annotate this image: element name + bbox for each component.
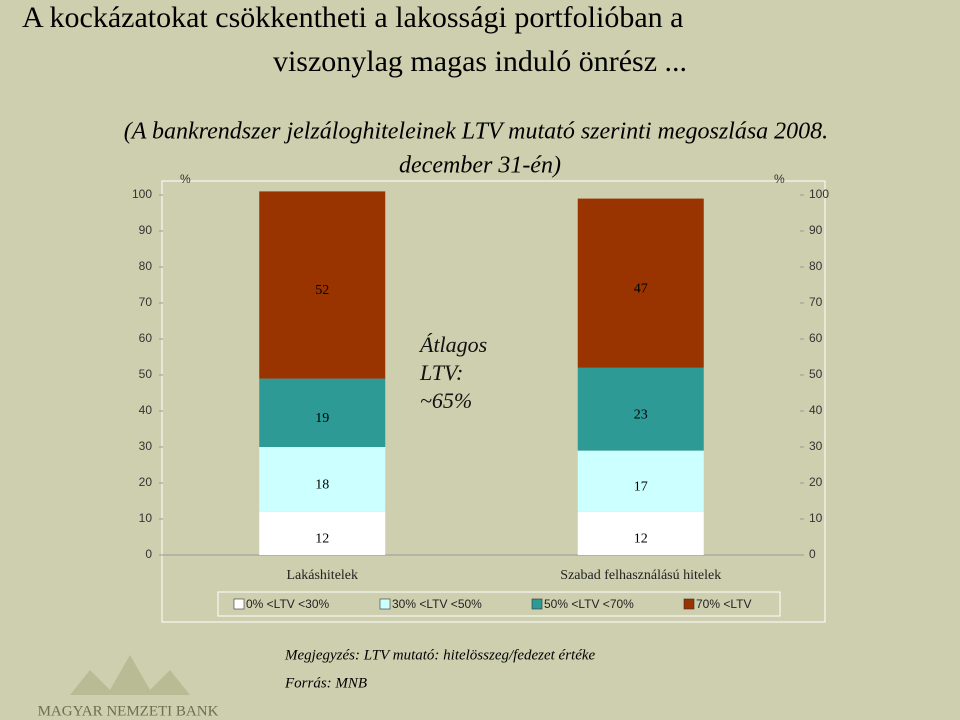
y2-tick-label: 100 xyxy=(809,187,829,201)
data-label: 47 xyxy=(634,281,648,296)
y2-tick-label: 80 xyxy=(809,259,823,273)
y2-tick-label: 70 xyxy=(809,295,823,309)
y2-tick-label: 10 xyxy=(809,511,823,525)
y-tick-label: 20 xyxy=(139,475,153,489)
bar-segment xyxy=(259,511,386,555)
legend-label: 70% <LTV xyxy=(696,597,751,611)
y-tick-label: 50 xyxy=(139,367,153,381)
y-tick-label: 10 xyxy=(139,511,153,525)
annotation: ~65% xyxy=(420,388,472,413)
legend-label: 0% <LTV <30% xyxy=(246,597,329,611)
y2-tick-label: 60 xyxy=(809,331,823,345)
bar-segment xyxy=(577,367,704,451)
legend-swatch xyxy=(683,598,695,610)
legend-swatch xyxy=(379,598,391,610)
logo-emblem xyxy=(70,655,190,695)
data-label: 19 xyxy=(315,411,329,426)
data-label: 12 xyxy=(634,532,648,547)
legend-label: 50% <LTV <70% xyxy=(544,597,634,611)
y-tick-label: 100 xyxy=(132,187,152,201)
y2-tick-label: 50 xyxy=(809,367,823,381)
y-axis-label: % xyxy=(180,172,191,186)
y-tick-label: 30 xyxy=(139,439,153,453)
title-line: A kockázatokat csökkentheti a lakossági … xyxy=(22,1,683,34)
y-tick-label: 90 xyxy=(139,223,153,237)
bar-segment xyxy=(577,511,704,555)
logo: MAGYAR NEMZETI BANK xyxy=(38,655,219,719)
y2-tick-label: 20 xyxy=(809,475,823,489)
bar-segment xyxy=(259,378,386,447)
x-tick-label: Szabad felhasználású hitelek xyxy=(560,568,721,583)
data-label: 23 xyxy=(634,407,648,422)
data-label: 52 xyxy=(315,283,329,298)
y2-tick-label: 90 xyxy=(809,223,823,237)
y2-tick-label: 0 xyxy=(809,547,816,561)
legend-swatch xyxy=(233,598,245,610)
bar-segment xyxy=(577,450,704,512)
bar-segment xyxy=(259,191,386,379)
data-label: 12 xyxy=(315,532,329,547)
x-tick-label: Lakáshitelek xyxy=(286,568,358,583)
y-tick-label: 0 xyxy=(145,547,152,561)
note: Megjegyzés: LTV mutató: hitelösszeg/fede… xyxy=(284,647,596,663)
data-label: 18 xyxy=(315,478,329,493)
y2-axis-label: % xyxy=(774,172,785,186)
annotation: Átlagos xyxy=(418,332,487,357)
y-tick-label: 60 xyxy=(139,331,153,345)
y-tick-label: 40 xyxy=(139,403,153,417)
subtitle-line: (A bankrendszer jelzáloghiteleinek LTV m… xyxy=(124,119,828,145)
subtitle-line: december 31-én) xyxy=(399,153,561,179)
bar-segment xyxy=(259,447,386,512)
bar-segment xyxy=(577,198,704,368)
y2-tick-label: 40 xyxy=(809,403,823,417)
annotation: LTV: xyxy=(419,360,463,385)
title-line: viszonylag magas induló önrész ... xyxy=(273,45,687,78)
legend-label: 30% <LTV <50% xyxy=(392,597,482,611)
legend-frame xyxy=(217,591,781,617)
chart-frame xyxy=(161,180,826,623)
y-tick-label: 70 xyxy=(139,295,153,309)
legend-swatch xyxy=(531,598,543,610)
data-label: 17 xyxy=(634,479,648,494)
logo-text: MAGYAR NEMZETI BANK xyxy=(38,703,219,719)
y2-tick-label: 30 xyxy=(809,439,823,453)
note: Forrás: MNB xyxy=(284,675,367,691)
y-tick-label: 80 xyxy=(139,259,153,273)
